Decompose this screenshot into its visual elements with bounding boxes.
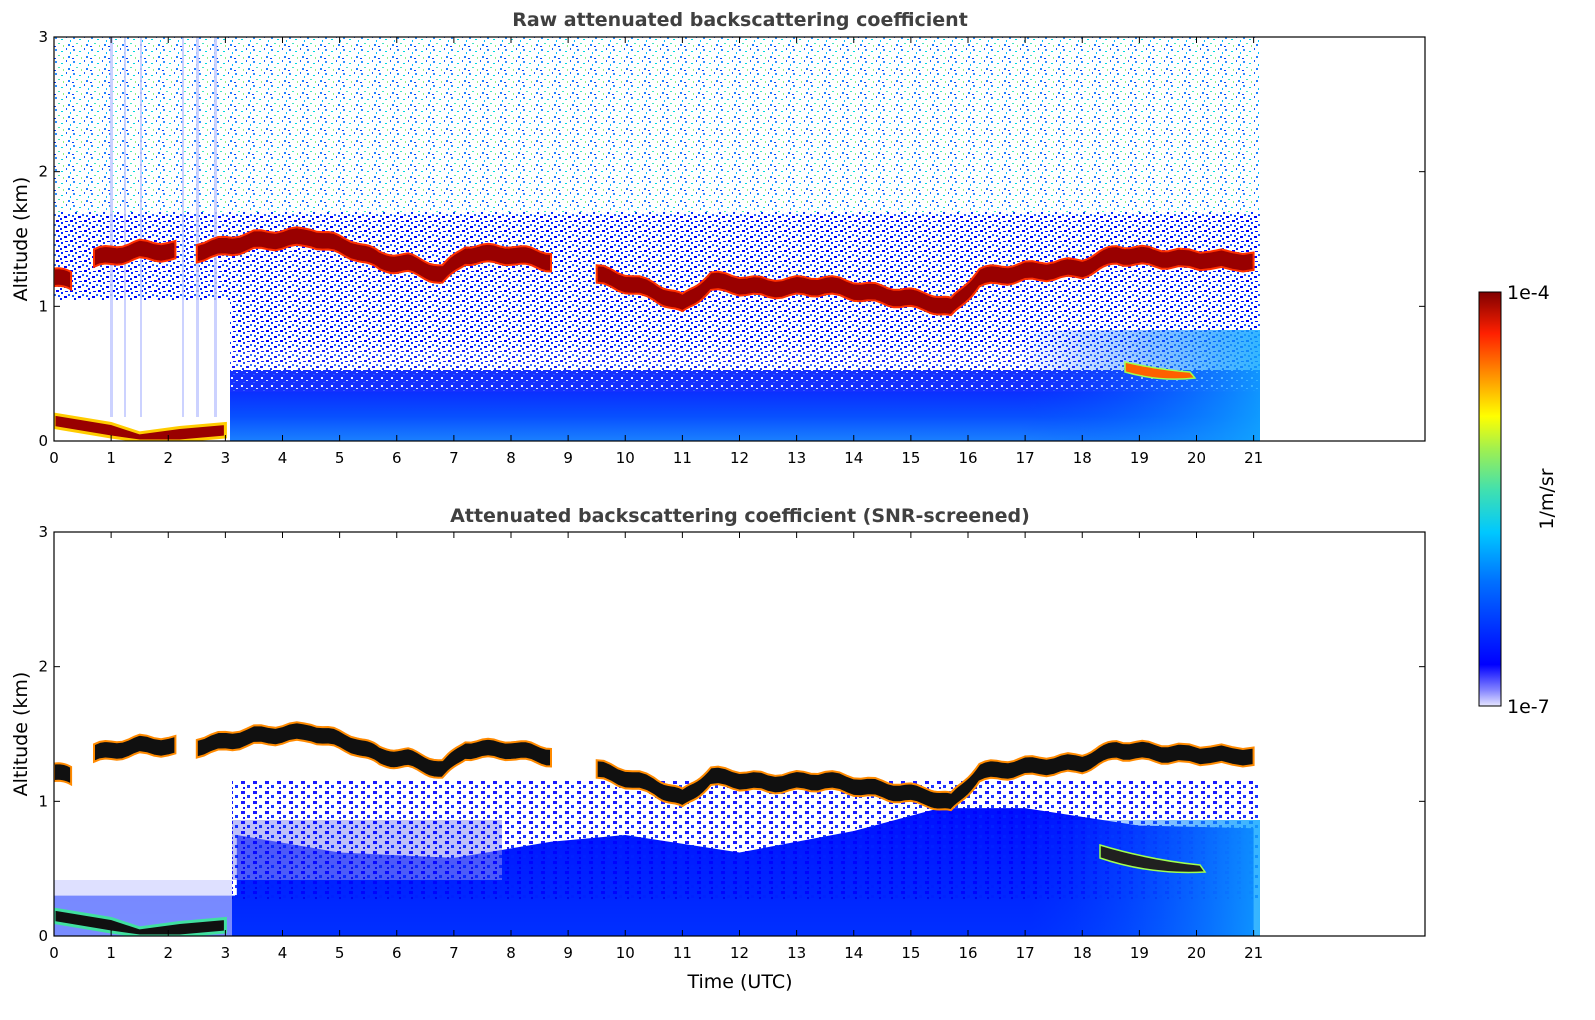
x-tick-label: 15 — [901, 449, 920, 467]
colorbar: 1e-4 1e-7 1/m/sr — [1478, 282, 1558, 718]
colorbar-gradient — [1478, 291, 1502, 707]
panel2-no-data — [1260, 532, 1425, 936]
panel1-upper-noise — [54, 37, 1260, 212]
screened-backscatter-panel: Attenuated backscattering coefficient (S… — [10, 505, 1426, 993]
x-tick-label: 15 — [901, 944, 920, 962]
x-tick-label: 17 — [1016, 449, 1035, 467]
panel1-no-data — [1260, 37, 1425, 441]
x-tick-label: 21 — [1244, 449, 1263, 467]
x-tick-label: 14 — [844, 944, 863, 962]
x-tick-label: 5 — [335, 449, 345, 467]
panel2-title: Attenuated backscattering coefficient (S… — [450, 505, 1030, 527]
x-tick-label: 9 — [563, 449, 573, 467]
x-tick-label: 5 — [335, 944, 345, 962]
colorbar-unit-label: 1/m/sr — [1536, 468, 1558, 529]
panel1-late-layer — [1124, 361, 1197, 380]
panel1-late-aerosol — [1020, 330, 1260, 441]
y-tick-label: 2 — [38, 163, 48, 181]
x-tick-label: 8 — [506, 449, 516, 467]
panel1-cloud-layer — [54, 226, 1255, 317]
y-tick-label: 3 — [38, 28, 48, 46]
panel1-heatmap — [54, 37, 1425, 441]
x-tick-label: 6 — [392, 449, 402, 467]
x-tick-label: 18 — [1073, 449, 1092, 467]
colorbar-max-label: 1e-4 — [1507, 282, 1550, 304]
x-tick-label: 4 — [278, 944, 288, 962]
panel1-ylabel: Altitude (km) — [10, 177, 32, 302]
x-tick-label: 4 — [278, 449, 288, 467]
panel1-early-streaks — [110, 37, 217, 417]
x-tick-label: 10 — [616, 449, 635, 467]
panel2-heatmap — [54, 532, 1425, 936]
x-tick-label: 1 — [106, 944, 116, 962]
x-tick-label: 13 — [787, 944, 806, 962]
x-tick-label: 19 — [1130, 944, 1149, 962]
x-tick-label: 7 — [449, 944, 459, 962]
x-tick-label: 16 — [958, 449, 977, 467]
y-tick-label: 3 — [38, 523, 48, 541]
y-tick-label: 0 — [38, 432, 48, 450]
x-tick-label: 12 — [730, 449, 749, 467]
x-tick-label: 18 — [1073, 944, 1092, 962]
x-tick-label: 9 — [563, 944, 573, 962]
x-tick-label: 1 — [106, 449, 116, 467]
x-tick-label: 2 — [163, 449, 173, 467]
x-tick-label: 2 — [163, 944, 173, 962]
x-tick-label: 16 — [958, 944, 977, 962]
x-tick-label: 19 — [1130, 449, 1149, 467]
x-tick-label: 11 — [673, 944, 692, 962]
y-tick-label: 1 — [38, 297, 48, 315]
panel2-late-layer — [1099, 843, 1207, 874]
x-tick-label: 20 — [1187, 944, 1206, 962]
x-tick-label: 21 — [1244, 944, 1263, 962]
raw-backscatter-panel: Raw attenuated backscattering coefficien… — [10, 9, 1426, 467]
x-tick-label: 10 — [616, 944, 635, 962]
panel2-ylabel: Altitude (km) — [10, 672, 32, 797]
y-tick-label: 2 — [38, 658, 48, 676]
panel2-xlabel: Time (UTC) — [686, 971, 792, 993]
x-tick-label: 0 — [49, 449, 59, 467]
x-tick-label: 6 — [392, 944, 402, 962]
x-tick-label: 17 — [1016, 944, 1035, 962]
x-tick-label: 3 — [221, 944, 231, 962]
x-tick-label: 0 — [49, 944, 59, 962]
x-tick-label: 14 — [844, 449, 863, 467]
panel2-late-aerosol — [1030, 820, 1260, 936]
y-tick-label: 1 — [38, 792, 48, 810]
x-tick-label: 11 — [673, 449, 692, 467]
colorbar-min-label: 1e-7 — [1507, 696, 1550, 718]
panel1-title: Raw attenuated backscattering coefficien… — [512, 9, 968, 31]
x-tick-label: 20 — [1187, 449, 1206, 467]
x-tick-label: 12 — [730, 944, 749, 962]
x-tick-label: 7 — [449, 449, 459, 467]
panel2-cloud-layer — [54, 721, 1255, 812]
x-tick-label: 8 — [506, 944, 516, 962]
x-tick-label: 3 — [221, 449, 231, 467]
x-tick-label: 13 — [787, 449, 806, 467]
y-tick-label: 0 — [38, 927, 48, 945]
